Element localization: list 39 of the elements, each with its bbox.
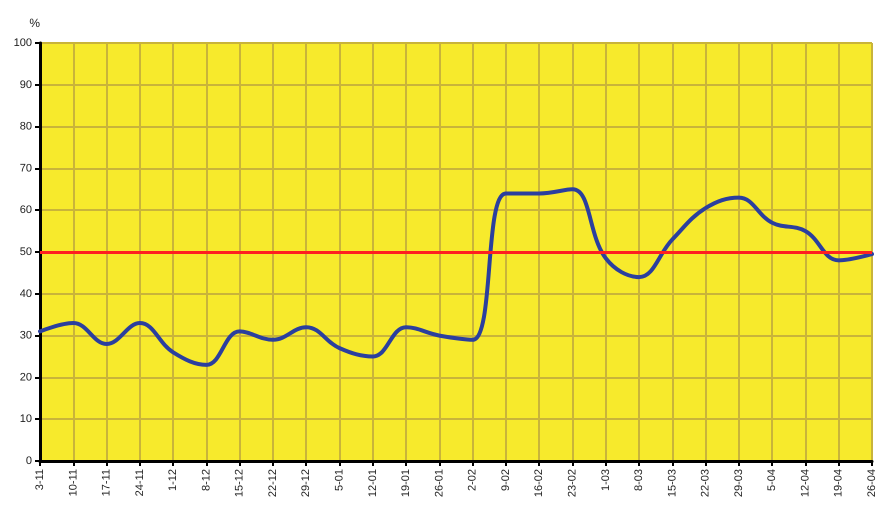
y-tick-label: 10 — [20, 413, 32, 426]
y-tick-label: 70 — [20, 162, 32, 174]
x-tick-label: 22-12 — [266, 469, 279, 498]
y-tick-label: 0 — [26, 455, 32, 467]
x-tick-label: 8-12 — [200, 469, 212, 492]
y-tick-label: 20 — [20, 371, 32, 384]
y-tick-label: 60 — [20, 204, 32, 216]
y-axis-title: % — [29, 16, 40, 30]
y-tick-label: 80 — [20, 120, 32, 133]
x-tick-label: 9-02 — [500, 469, 512, 492]
x-tick-label: 10-11 — [67, 469, 80, 496]
x-tick-label: 3-11 — [34, 469, 46, 490]
y-tick-label: 50 — [20, 246, 32, 258]
y-tick-label: 30 — [20, 330, 32, 342]
x-tick-label: 23-02 — [566, 469, 578, 498]
x-tick-label: 15-03 — [666, 469, 678, 498]
x-tick-label: 29-03 — [732, 469, 745, 498]
x-tick-label: 15-12 — [234, 469, 246, 498]
x-tick-label: 2-02 — [466, 469, 479, 492]
y-tick-label: 100 — [14, 37, 32, 49]
x-tick-label: 29-12 — [300, 469, 312, 498]
x-tick-label: 5-01 — [334, 469, 346, 492]
x-tick-label: 19-04 — [832, 469, 845, 498]
x-tick-label: 12-01 — [366, 469, 379, 498]
x-tick-label: 8-03 — [633, 469, 646, 492]
x-tick-label: 1-12 — [167, 469, 180, 492]
x-tick-label: 24-11 — [134, 469, 146, 496]
x-tick-label: 1-03 — [600, 469, 612, 492]
x-tick-label: 16-02 — [533, 469, 546, 498]
x-tick-label: 5-04 — [766, 469, 778, 492]
x-tick-label: 17-11 — [100, 469, 113, 496]
line-series — [38, 187, 874, 367]
y-tick-label: 90 — [20, 78, 32, 91]
x-tick-label: 12-04 — [799, 469, 812, 498]
x-tick-label: 26-04 — [866, 469, 878, 498]
x-tick-label: 19-01 — [400, 469, 412, 498]
y-tick-label: 40 — [20, 288, 32, 300]
x-tick-label: 26-01 — [433, 469, 446, 498]
x-tick-label: 22-03 — [700, 469, 712, 498]
